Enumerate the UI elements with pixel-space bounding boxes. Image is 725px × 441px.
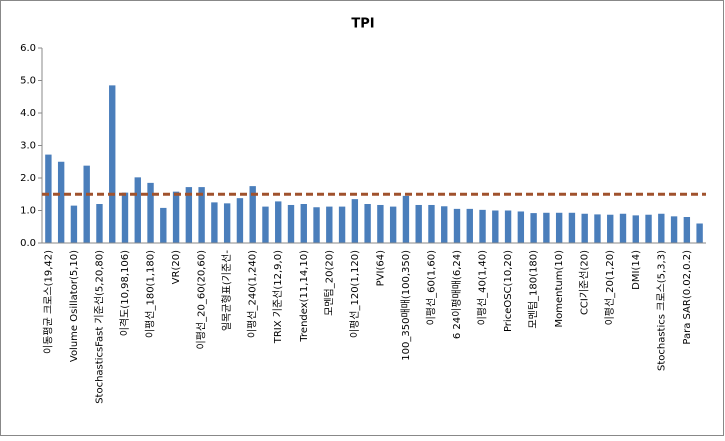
bar <box>326 206 333 243</box>
x-tick-label: 모멘텀_180(180) <box>528 250 540 329</box>
x-tick-label: Volume Osillator(5,10) <box>69 250 80 362</box>
bar <box>185 187 193 243</box>
bar <box>211 202 218 243</box>
bar <box>645 214 652 243</box>
x-tick-label: PriceOSC(10,20) <box>503 250 514 332</box>
bar <box>389 206 397 243</box>
bar <box>121 192 129 243</box>
bar <box>658 213 665 243</box>
bar <box>466 208 473 243</box>
x-tick-label: Para SAR(0.02,0.2) <box>682 250 693 345</box>
chart-title: TPI <box>351 17 374 32</box>
x-tick-label: 이평선_20(1,20) <box>604 250 616 325</box>
bar <box>236 198 244 243</box>
x-tick-label: TRIX 기준선(12,9,0) <box>272 250 284 344</box>
bar <box>543 212 550 243</box>
bar <box>428 204 435 243</box>
bar <box>619 213 627 243</box>
bar <box>45 154 52 243</box>
bar <box>134 177 141 243</box>
bar <box>109 85 116 243</box>
x-tick-label: 이평선_240(1,240) <box>247 250 259 338</box>
x-tick-label: VR(20) <box>171 250 182 284</box>
bar <box>492 210 499 243</box>
x-tick-label: 이평선_60(1,60) <box>425 250 437 325</box>
bar <box>147 182 154 243</box>
x-tick-label: StochasticsFast 기준선(5,20,80) <box>93 250 105 404</box>
x-tick-label: Stochastics 크로스(5,3,3) <box>655 250 667 371</box>
bar <box>198 187 205 243</box>
x-tick-label: DMI(14) <box>631 250 642 290</box>
y-tick-label: 2.0 <box>20 173 36 184</box>
bar <box>300 204 307 243</box>
x-tick-label: 이평선_180(1,180) <box>145 250 157 338</box>
bar <box>504 210 512 243</box>
bar <box>57 161 65 243</box>
bar <box>287 204 295 243</box>
x-tick-label: PVI(64) <box>375 250 386 286</box>
bar <box>275 201 282 243</box>
bar <box>581 213 588 243</box>
bar <box>249 186 256 243</box>
bar <box>313 207 320 243</box>
bar <box>594 214 601 243</box>
bar <box>83 165 90 243</box>
bar <box>517 211 525 243</box>
y-tick-label: 4.0 <box>20 108 36 119</box>
x-tick-label: Trendex(11,14,10) <box>299 250 310 343</box>
bar <box>568 212 576 243</box>
bar <box>441 206 448 243</box>
y-tick-label: 3.0 <box>20 141 36 152</box>
bar <box>479 209 486 243</box>
y-tick-label: 0.0 <box>20 238 36 249</box>
bar <box>683 217 691 243</box>
x-tick-label: 이평선_120(1,120) <box>349 250 361 338</box>
y-tick-label: 1.0 <box>20 206 36 217</box>
x-tick-label: 이평선_40(1,40) <box>477 250 489 325</box>
bar <box>262 206 269 243</box>
bar <box>696 223 703 243</box>
x-tick-label: CCI기준선(20) <box>579 250 591 315</box>
x-tick-label: 모멘텀_20(20) <box>323 250 335 316</box>
bar <box>530 213 537 243</box>
x-tick-label: 100_350매매(100,350) <box>400 250 412 361</box>
bar <box>160 207 167 243</box>
bar <box>555 212 563 243</box>
bar <box>402 195 410 243</box>
bar <box>415 204 422 243</box>
bar <box>632 215 639 243</box>
bar <box>223 203 231 243</box>
bar <box>607 214 614 243</box>
x-tick-label: 6 24이평매매(6,24) <box>451 250 463 339</box>
bar <box>453 208 461 243</box>
x-tick-label: 이평선_20_60(20,60) <box>196 250 208 350</box>
x-tick-label: 이동평균 크로스(19,42) <box>42 250 54 354</box>
x-tick-label: Momentum(10) <box>554 250 565 328</box>
bar <box>70 205 78 243</box>
y-tick-label: 5.0 <box>20 76 36 87</box>
bar <box>96 204 103 243</box>
bar <box>172 191 180 243</box>
x-tick-label: 일목균형표(기준선- <box>221 250 233 332</box>
bar <box>338 206 346 243</box>
bar <box>377 204 384 243</box>
bar <box>670 216 678 243</box>
bar <box>364 204 371 243</box>
x-tick-label: 이격도(10,98,106) <box>118 250 131 336</box>
y-tick-label: 6.0 <box>20 43 36 54</box>
bar <box>351 199 359 243</box>
